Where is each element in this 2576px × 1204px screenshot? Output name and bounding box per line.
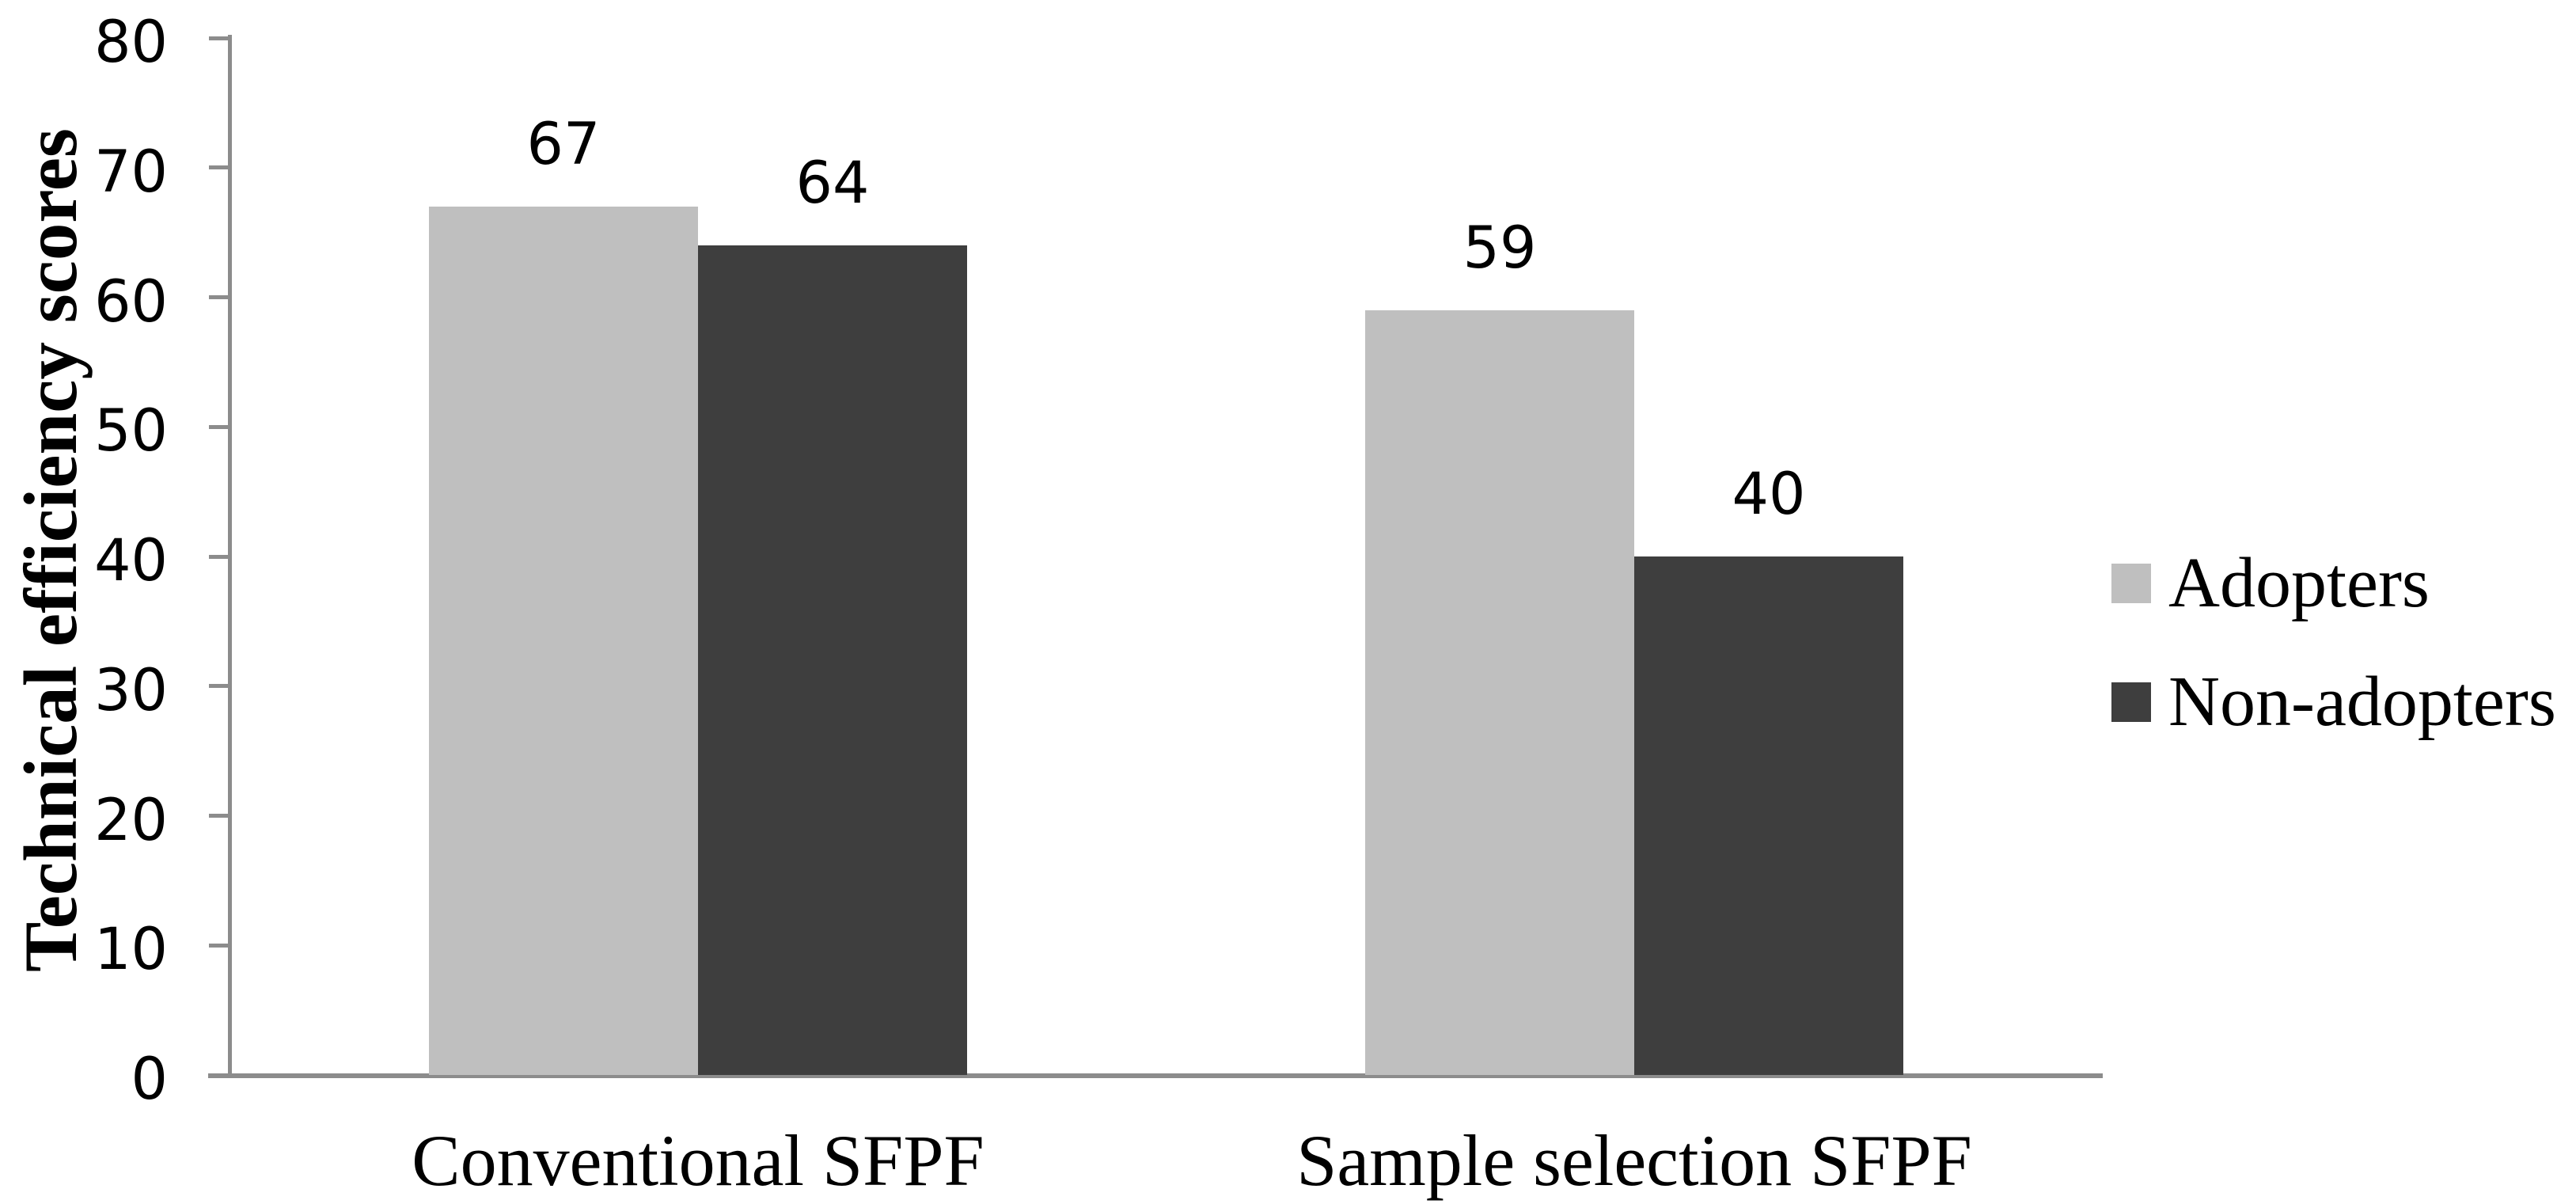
y-tick-mark-70: [209, 165, 230, 169]
x-axis-line: [208, 1073, 2103, 1078]
y-tick-label-20: 20: [94, 787, 168, 854]
y-tick-label-60: 60: [94, 268, 168, 336]
y-tick-label-70: 70: [94, 139, 168, 206]
bar-value-label-non-adopters-1: 64: [795, 150, 870, 217]
y-tick-mark-0: [209, 1073, 230, 1077]
y-tick-mark-20: [209, 814, 230, 818]
legend-swatch-adopters: [2111, 564, 2151, 603]
y-tick-label-40: 40: [94, 527, 168, 594]
y-tick-mark-10: [209, 944, 230, 948]
y-tick-mark-30: [209, 684, 230, 688]
bar-value-label-adopters-2: 59: [1463, 215, 1537, 282]
legend-swatch-non-adopters: [2111, 682, 2151, 722]
y-tick-label-80: 80: [94, 9, 168, 76]
category-label-1: Conventional SFPF: [412, 1120, 984, 1201]
bar-adopters-2: [1365, 310, 1634, 1075]
y-tick-label-30: 30: [94, 657, 168, 724]
y-axis-line: [228, 35, 232, 1077]
y-tick-mark-40: [209, 555, 230, 559]
y-tick-label-0: 0: [131, 1046, 168, 1113]
category-label-2: Sample selection SFPF: [1296, 1120, 1972, 1201]
bar-adopters-1: [429, 207, 698, 1075]
y-tick-mark-50: [209, 425, 230, 429]
y-tick-label-50: 50: [94, 397, 168, 465]
y-tick-label-10: 10: [94, 916, 168, 983]
y-tick-mark-60: [209, 295, 230, 299]
legend-label-adopters: Adopters: [2168, 544, 2430, 622]
bar-value-label-non-adopters-2: 40: [1732, 461, 1806, 528]
bar-non-adopters-1: [698, 245, 967, 1075]
bar-non-adopters-2: [1634, 556, 1903, 1075]
bar-value-label-adopters-1: 67: [526, 111, 601, 178]
y-tick-mark-80: [209, 36, 230, 40]
legend-label-non-adopters: Non-adopters: [2168, 663, 2556, 741]
